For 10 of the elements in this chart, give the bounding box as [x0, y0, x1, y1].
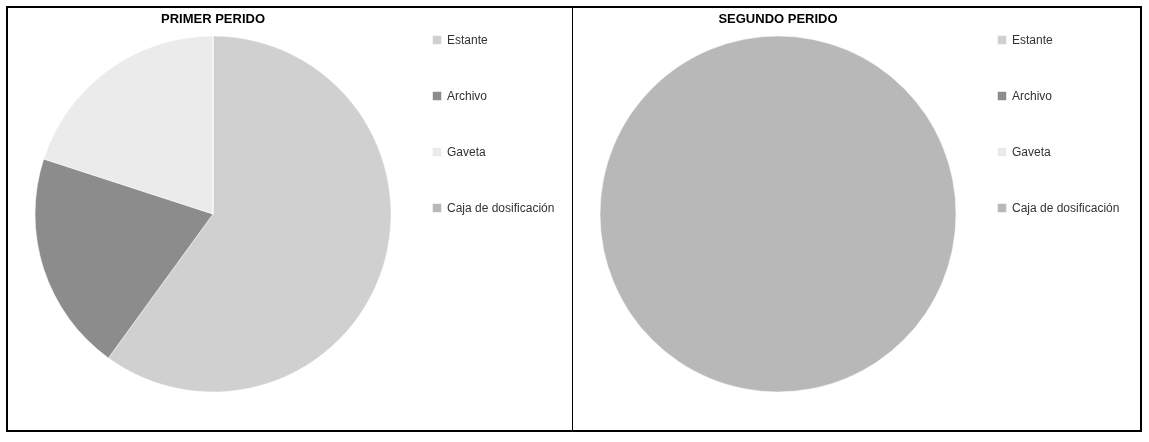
legend-label: Gaveta: [447, 145, 487, 159]
legend-label: Estante: [1012, 33, 1054, 47]
legend-label: Archivo: [447, 89, 488, 103]
legend-label: Gaveta: [1012, 145, 1052, 159]
legend-label: Caja de dosificación: [447, 201, 555, 215]
legend-label: Caja de dosificación: [1012, 201, 1120, 215]
chart-title: SEGUNDO PERIDO: [718, 11, 838, 26]
legend-label: Archivo: [1012, 89, 1053, 103]
legend-label: Estante: [447, 33, 489, 47]
chart-title: PRIMER PERIDO: [160, 11, 266, 26]
